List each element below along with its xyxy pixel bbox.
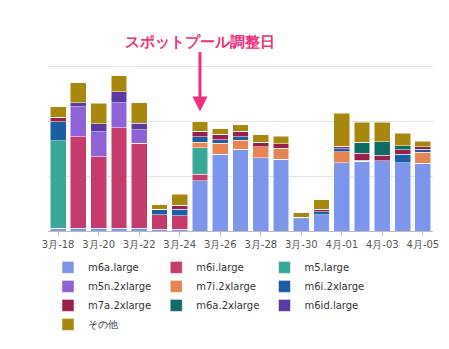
svg-text:m6id.large: m6id.large	[305, 300, 359, 311]
svg-text:m7i.2xlarge: m7i.2xlarge	[196, 281, 256, 292]
svg-text:スポットプール調整日: スポットプール調整日	[125, 33, 275, 51]
svg-text:m6i.2xlarge: m6i.2xlarge	[305, 281, 365, 292]
svg-text:m7a.2xlarge: m7a.2xlarge	[88, 300, 151, 311]
svg-text:3月-18: 3月-18	[42, 239, 75, 250]
svg-text:4月-05: 4月-05	[407, 239, 440, 250]
svg-text:m5n.2xlarge: m5n.2xlarge	[88, 281, 151, 292]
svg-text:4月-03: 4月-03	[366, 239, 399, 250]
svg-text:3月-28: 3月-28	[244, 239, 277, 250]
svg-text:3月-30: 3月-30	[285, 239, 318, 250]
svg-text:その他: その他	[88, 319, 118, 330]
svg-text:m5.large: m5.large	[305, 262, 350, 273]
svg-text:4月-01: 4月-01	[325, 239, 358, 250]
svg-text:3月-26: 3月-26	[204, 239, 237, 250]
svg-text:m6i.large: m6i.large	[196, 262, 243, 273]
svg-text:3月-22: 3月-22	[123, 239, 156, 250]
svg-text:3月-24: 3月-24	[163, 239, 196, 250]
svg-text:m6a.2xlarge: m6a.2xlarge	[196, 300, 259, 311]
svg-text:3月-20: 3月-20	[82, 239, 115, 250]
svg-text:m6a.large: m6a.large	[88, 262, 139, 273]
